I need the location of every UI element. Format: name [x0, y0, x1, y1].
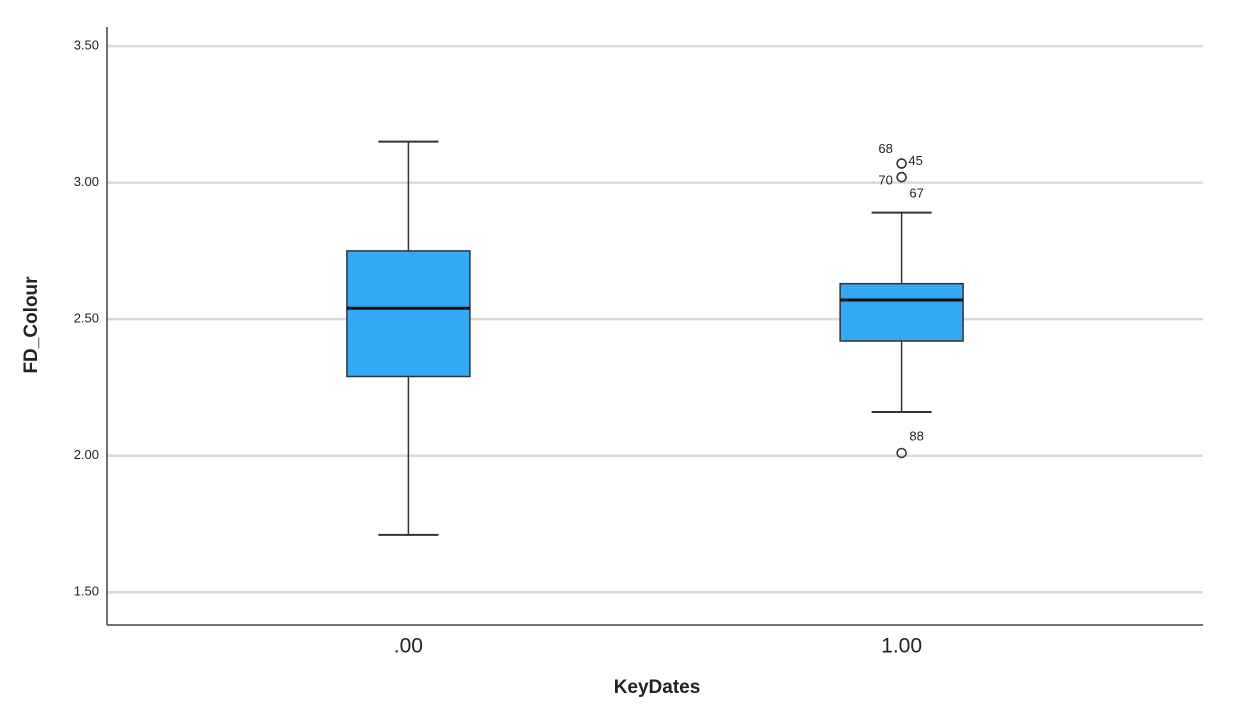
box: [839, 282, 964, 342]
outlier-label: 45: [908, 153, 922, 168]
x-tick-label: 1.00: [881, 635, 922, 658]
y-axis-title: FD_Colour: [21, 276, 42, 374]
y-tick-label: 1.50: [74, 584, 99, 599]
outlier-label: 88: [909, 428, 923, 443]
x-axis-title: KeyDates: [614, 677, 701, 698]
outlier-label: 68: [878, 141, 892, 156]
y-tick-label: 2.50: [74, 311, 99, 326]
y-tick-label: 2.00: [74, 447, 99, 462]
y-tick-label: 3.00: [74, 174, 99, 189]
outlier-label: 70: [878, 173, 892, 188]
y-tick-label: 3.50: [74, 38, 99, 53]
box: [346, 250, 471, 378]
outlier-label: 67: [909, 186, 923, 201]
outlier: [896, 158, 907, 169]
outlier: [896, 447, 907, 459]
outlier: [896, 171, 907, 183]
x-tick-label: .00: [394, 635, 423, 658]
